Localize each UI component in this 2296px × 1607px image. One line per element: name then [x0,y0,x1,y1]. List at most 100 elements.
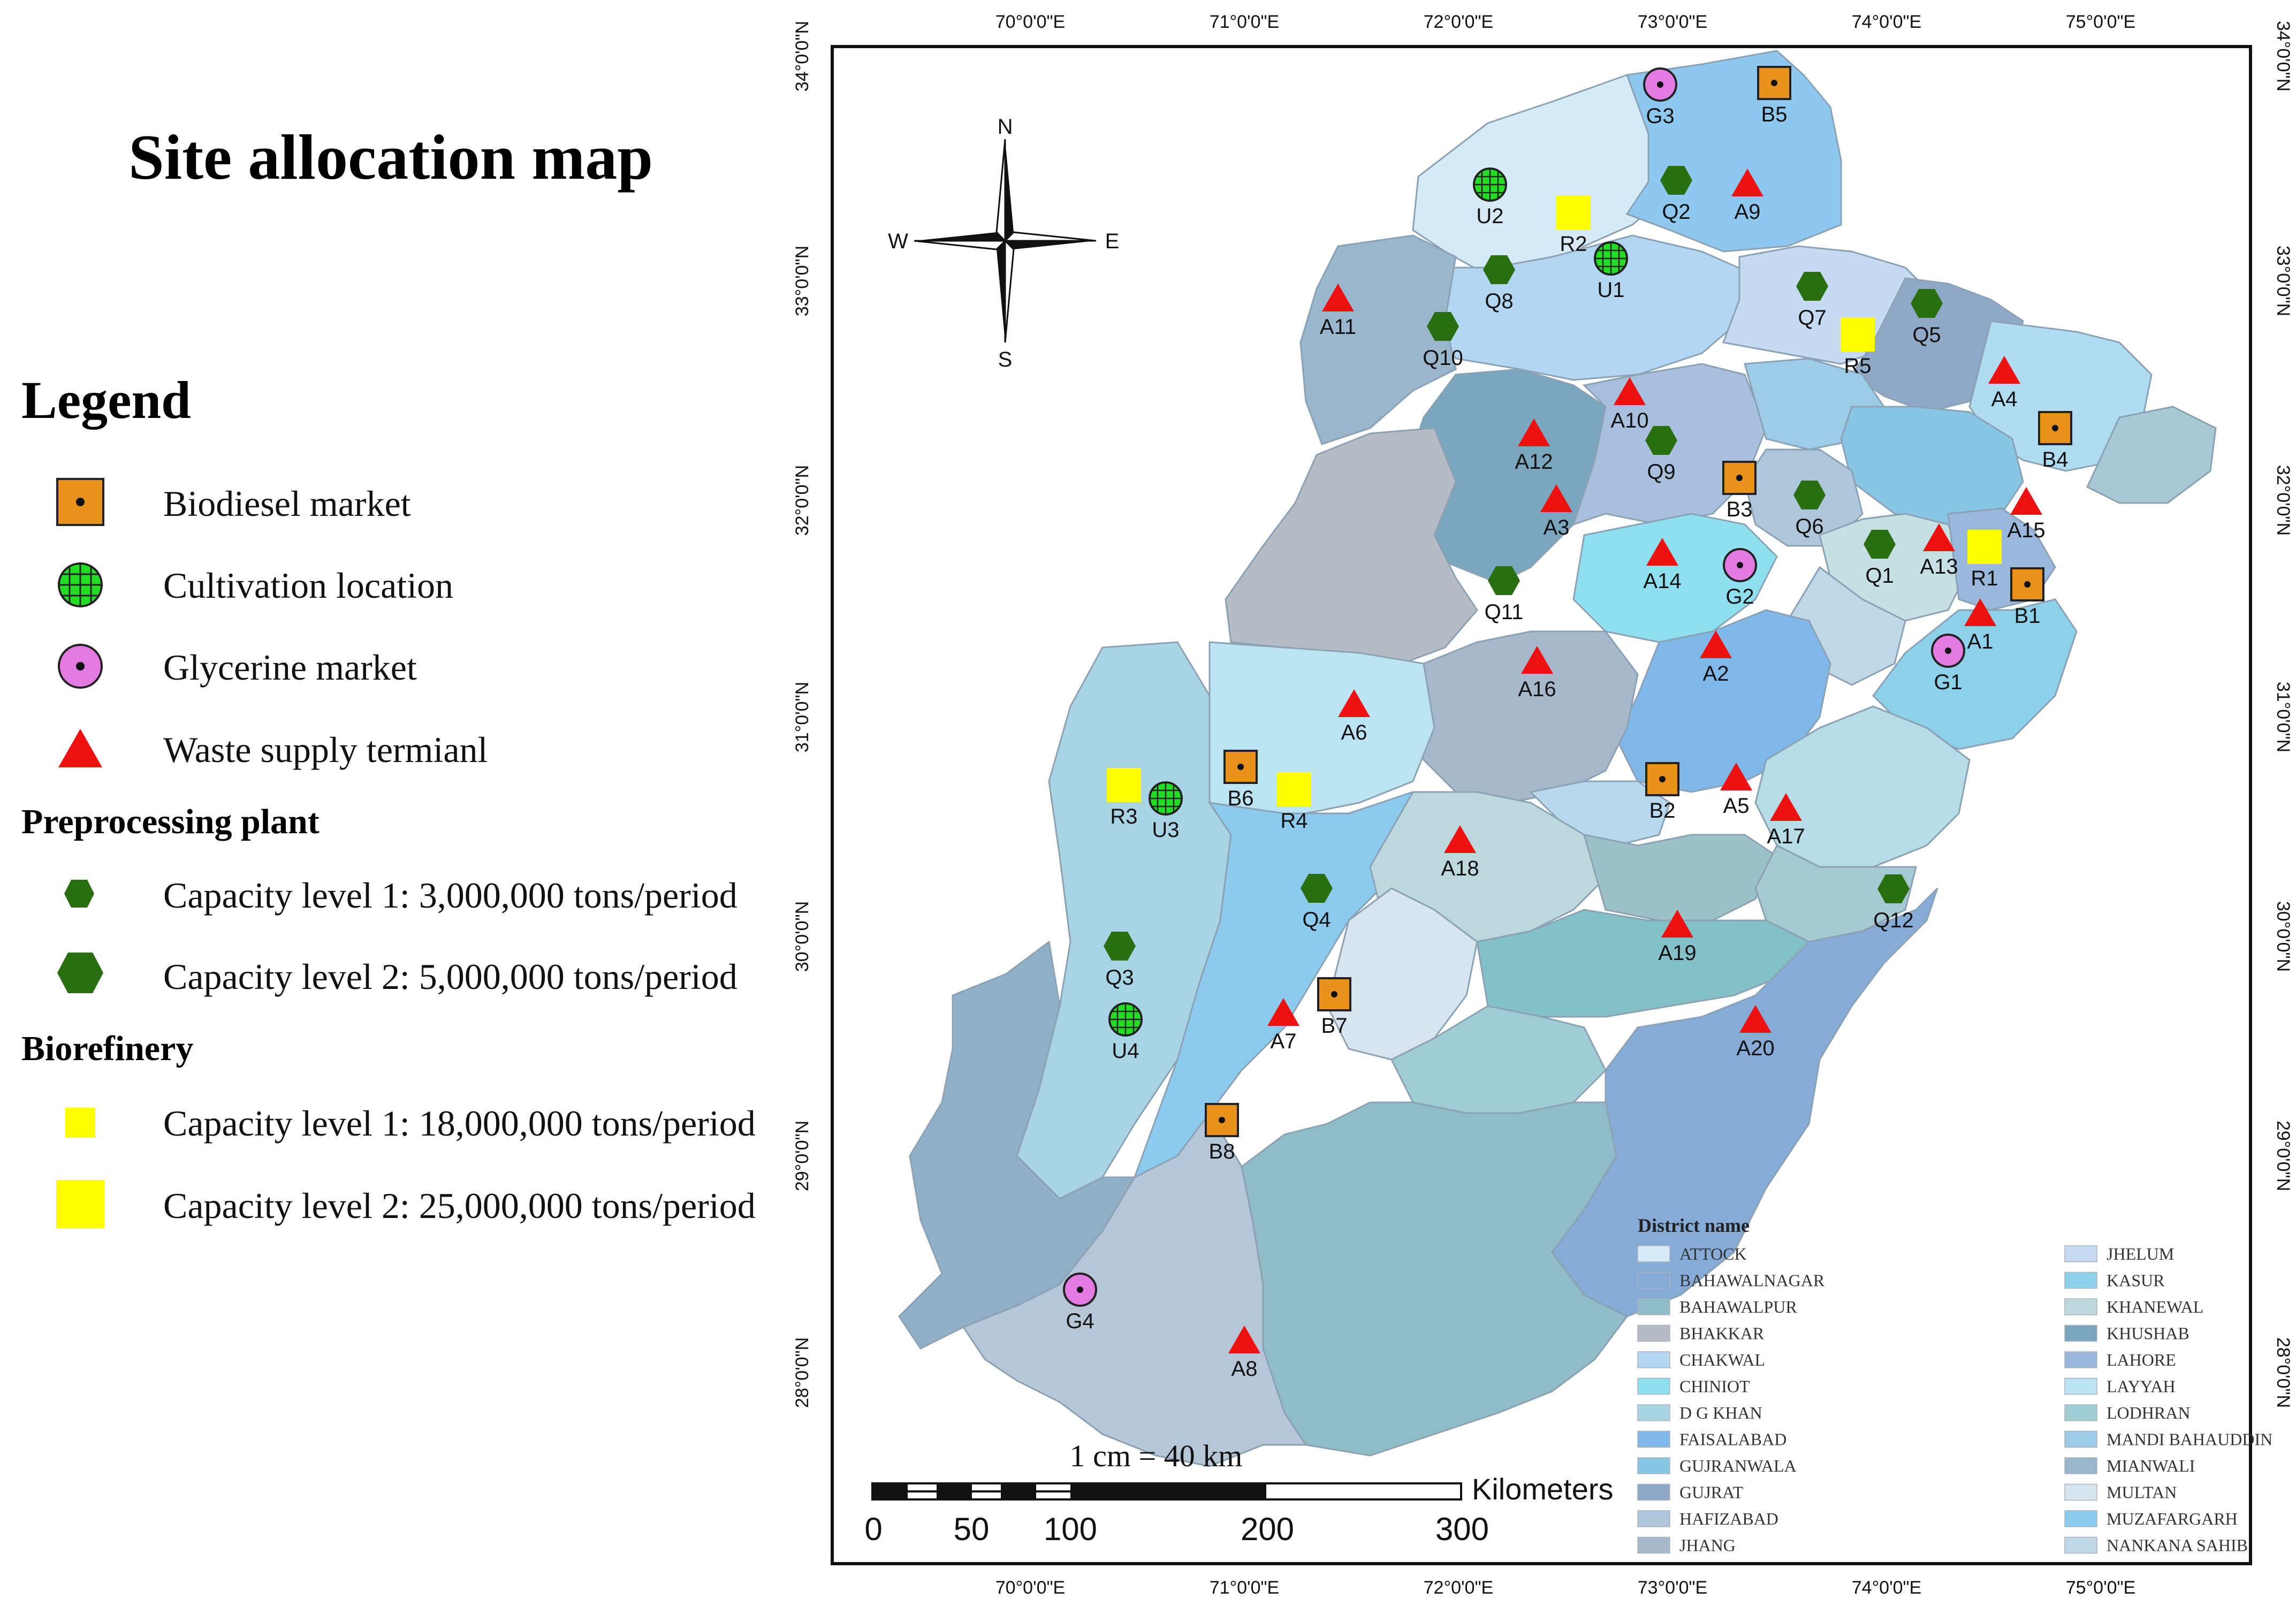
site-label: B6 [1228,787,1254,810]
district-jhang [1412,630,1639,804]
site-a11: A11 [1320,284,1356,339]
lon-tick-71-bottom: 71°0'0"E [1210,1578,1279,1598]
biorefinery-heading: Biorefinery [21,1029,194,1068]
district-legend-item: MULTAN [2064,1483,2177,1502]
waste-marker [1661,910,1693,938]
district-okara [1754,705,1971,868]
scale-bar: 1 cm = 40 km Kilometers 0 50 100 200 300 [864,1438,1613,1547]
district-swatch [1637,1404,1670,1421]
site-label: Q4 [1302,908,1331,932]
preprocessing-marker [1427,312,1459,341]
site-label: U1 [1597,278,1624,302]
district-swatch [2064,1457,2097,1474]
lon-tick-72-bottom: 72°0'0"E [1424,1578,1493,1598]
north-arrow-icon: N S E W [888,115,1119,371]
bio-level2-label: Capacity level 2: 25,000,000 tons/period [163,1185,756,1226]
site-r4: R4 [1277,772,1311,833]
district-chiniot [1572,513,1778,643]
waste-marker [1646,538,1678,566]
district-label: BAHAWALPUR [1679,1297,1797,1316]
site-a16: A16 [1518,646,1556,701]
site-r3: R3 [1107,768,1141,828]
glycerine-legend-label: Glycerine market [163,647,417,688]
district-legend-item: HAFIZABAD [1637,1509,1778,1528]
preprocessing-marker [1483,255,1515,284]
district-swatch [2064,1430,2097,1448]
preprocessing-marker [1645,426,1677,455]
district-label: LAHORE [2107,1350,2176,1369]
site-label: G2 [1725,585,1754,608]
waste-marker [1267,998,1299,1026]
lat-tick-28-right: 28°0'0"N [2273,1337,2293,1408]
district-legend-item: BAHAWALPUR [1637,1297,1797,1316]
district-rawalpindi [1625,50,1842,253]
site-label: U4 [1112,1039,1139,1063]
waste-marker [1540,484,1572,512]
glycerine-legend-icon [58,644,103,689]
district-legend-item: D G KHAN [1637,1403,1762,1422]
site-q4: Q4 [1301,874,1333,932]
sites-layer: B1 B2 B3 B4 B5 B6 B7 B8 U1 U2 U3 U4 G1 G2 G3 G4 A1 A2 A3 A4… [1063,66,2072,1381]
site-q12: Q12 [1873,874,1914,932]
waste-marker [1988,356,2020,384]
district-label: KASUR [2107,1271,2165,1290]
site-r5: R5 [1841,317,1875,378]
district-legend-item: GUJRANWALA [1637,1456,1797,1475]
site-label: A17 [1767,825,1805,848]
site-label: A4 [1991,387,2018,411]
district-swatch [2064,1483,2097,1501]
site-a12: A12 [1515,418,1553,474]
district-legend-item: LAHORE [2064,1350,2176,1369]
lon-tick-71: 71°0'0"E [1210,12,1279,32]
site-label: A1 [1967,630,1994,653]
district-label: GUJRAT [1679,1483,1744,1502]
site-q6: Q6 [1793,481,1826,538]
lon-ticks-top: 70°0'0"E 71°0'0"E 72°0'0"E 73°0'0"E 74°0… [995,12,2135,32]
site-label: U2 [1476,204,1503,228]
scale-label-100: 100 [1044,1511,1097,1547]
site-q5: Q5 [1911,289,1943,347]
site-g4: G4 [1063,1273,1097,1333]
site-q8: Q8 [1483,255,1515,313]
site-a1: A1 [1964,598,1996,653]
site-a7: A7 [1267,998,1299,1053]
site-a17: A17 [1767,793,1805,848]
district-label: CHAKWAL [1679,1350,1765,1369]
district-swatch [2064,1536,2097,1554]
preprocessing-marker [1911,289,1943,318]
district-label: D G KHAN [1679,1403,1762,1422]
district-label: LODHRAN [2107,1403,2190,1422]
lon-tick-72: 72°0'0"E [1424,12,1493,32]
site-label: Q6 [1795,515,1823,538]
district-swatch [1637,1536,1670,1554]
site-label: R2 [1560,232,1587,256]
site-b7: B7 [1317,977,1351,1038]
map-title: Site allocation map [128,121,653,193]
site-a2: A2 [1700,630,1732,686]
site-a5: A5 [1720,763,1752,818]
district-label: LAYYAH [2107,1377,2176,1396]
preprocessing-marker [1793,481,1826,509]
site-label: Q9 [1647,460,1675,484]
district-muzafargarh [1133,791,1435,1179]
district-swatch [1637,1245,1670,1262]
lat-tick-29: 29°0'0"N [792,1121,812,1191]
district-swatch [2064,1510,2097,1527]
waste-marker [1444,825,1476,853]
biorefinery-marker [1107,768,1141,802]
site-u1: U1 [1594,241,1628,302]
preprocessing-large-icon [57,953,103,993]
site-a9: A9 [1731,169,1763,224]
district-swatch [1637,1483,1670,1501]
district-narowal [2086,406,2217,504]
district-kasur [1872,598,2078,750]
site-label: A18 [1441,857,1479,880]
lon-tick-70: 70°0'0"E [995,12,1065,32]
site-q3: Q3 [1104,932,1136,989]
site-label: Q5 [1912,323,1941,347]
lat-tick-34: 34°0'0"N [792,21,812,92]
site-a13: A13 [1920,523,1958,578]
district-label: HAFIZABAD [1679,1509,1778,1528]
site-label: A16 [1518,677,1556,701]
